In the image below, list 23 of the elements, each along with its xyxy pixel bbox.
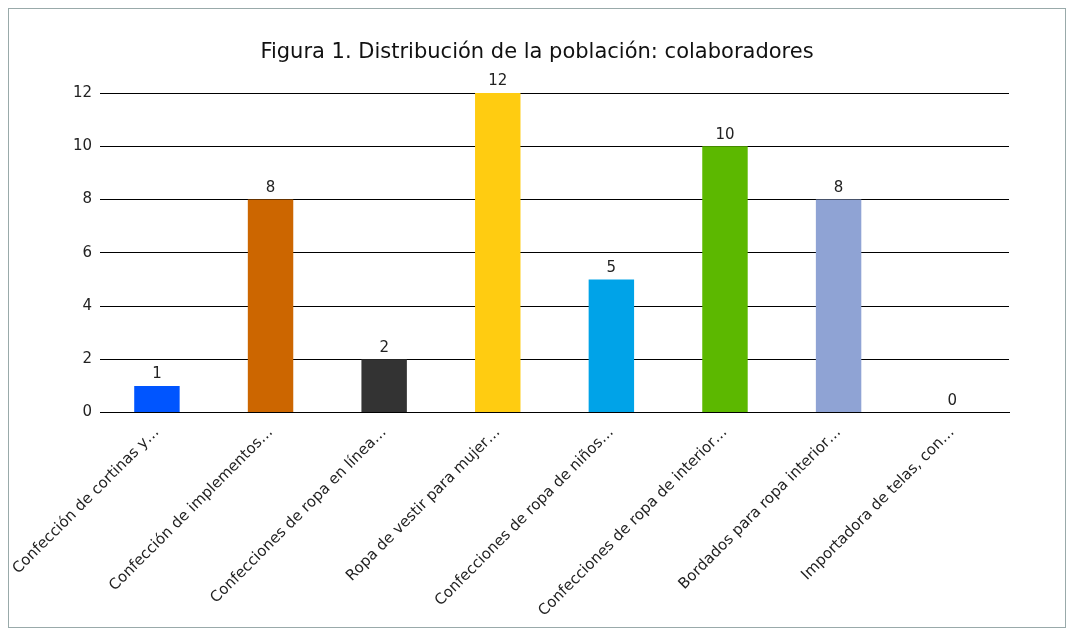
- data-label: 0: [947, 390, 957, 409]
- bar: [361, 359, 407, 413]
- bar: [134, 385, 180, 413]
- data-label: 8: [833, 177, 844, 196]
- data-label: 12: [488, 71, 508, 90]
- bar: [247, 199, 294, 413]
- data-label: 5: [606, 257, 617, 276]
- y-tick-label: 2: [82, 349, 93, 368]
- data-label: 8: [265, 177, 276, 196]
- bar: [702, 146, 748, 413]
- y-tick-label: 0: [82, 402, 93, 421]
- y-tick-label: 6: [82, 242, 93, 261]
- data-label: 2: [379, 337, 389, 356]
- data-label: 1: [152, 364, 162, 383]
- y-tick-label: 12: [73, 82, 93, 101]
- chart-title: Figura 1. Distribución de la población: colaboradores: [259, 38, 815, 63]
- data-label: 10: [715, 124, 735, 143]
- y-tick-label: 10: [73, 136, 93, 155]
- y-tick-label: 8: [82, 189, 93, 208]
- bar: [475, 93, 521, 413]
- bar: [588, 279, 635, 413]
- bar: [815, 199, 862, 413]
- y-tick-label: 4: [82, 295, 93, 314]
